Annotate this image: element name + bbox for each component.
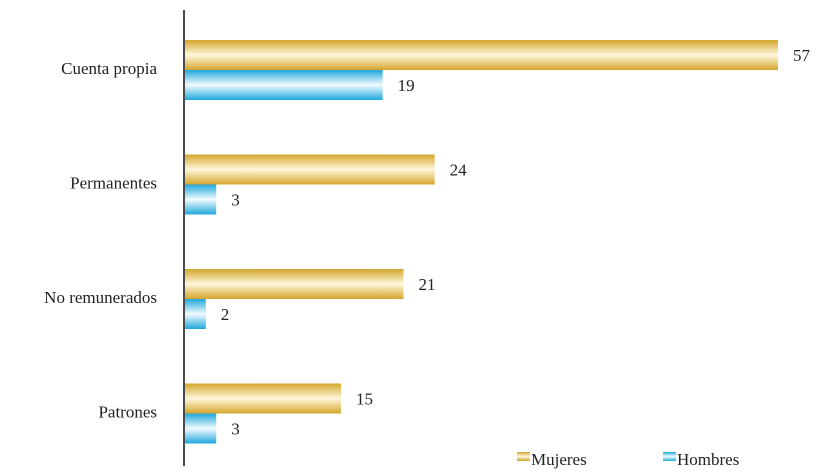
bar: [185, 184, 217, 215]
legend-label: Hombres: [677, 450, 739, 469]
bar: [185, 269, 404, 299]
bar: [185, 70, 383, 100]
bar: [185, 154, 435, 185]
value-label: 57: [793, 46, 811, 65]
category-label: Patrones: [98, 402, 157, 421]
legend-label: Mujeres: [531, 450, 587, 469]
value-label: 3: [231, 419, 240, 438]
category-label: Cuenta propia: [61, 59, 157, 78]
category-label: Permanentes: [70, 173, 157, 192]
legend-swatch: [663, 452, 676, 461]
value-label: 24: [450, 160, 468, 179]
bar: [185, 413, 217, 444]
category-label: No remunerados: [44, 288, 157, 307]
value-label: 15: [356, 389, 373, 408]
value-label: 3: [231, 190, 240, 209]
value-label: 19: [398, 76, 415, 95]
bar: [185, 383, 342, 414]
bar: [185, 40, 778, 70]
value-label: 21: [418, 275, 435, 294]
value-label: 2: [221, 305, 230, 324]
legend-swatch: [517, 452, 530, 461]
bar: [185, 299, 206, 329]
